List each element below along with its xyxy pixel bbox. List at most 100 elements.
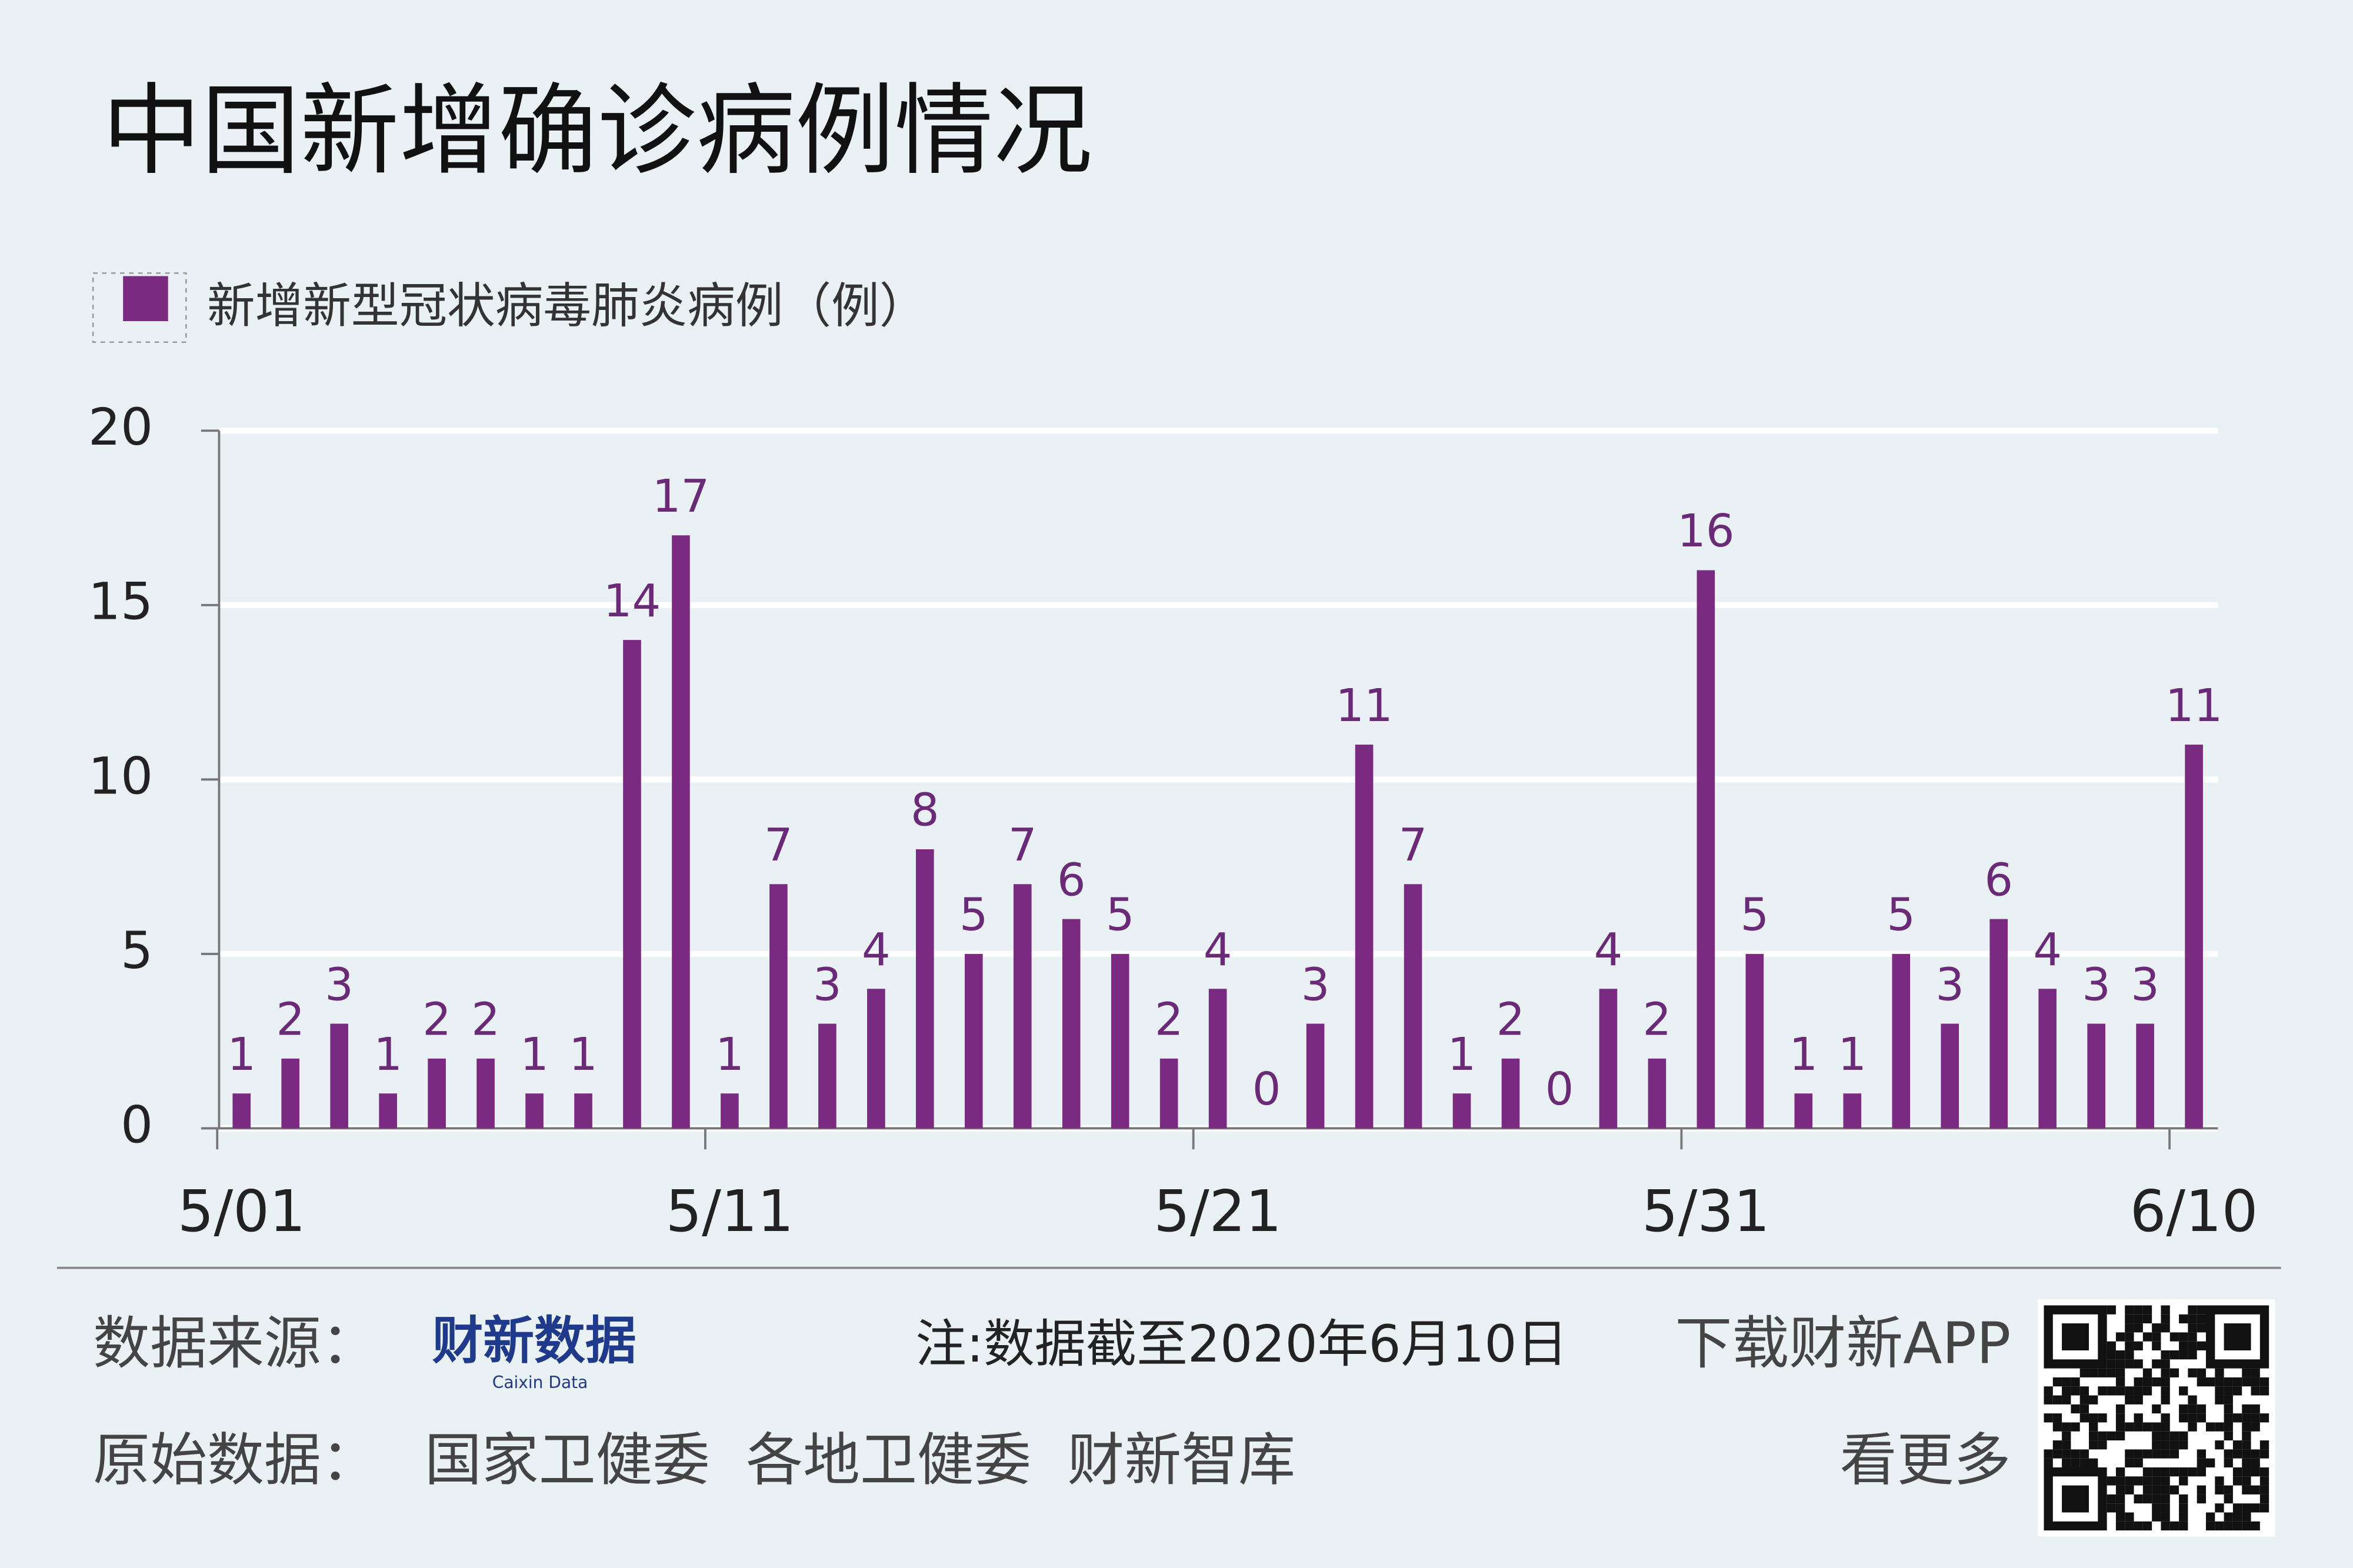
qr-cell (2232, 1386, 2242, 1396)
data-label: 1 (569, 1029, 598, 1081)
bar (818, 1023, 836, 1129)
qr-cell (2242, 1368, 2251, 1377)
bar (1989, 919, 2008, 1129)
bar (574, 1093, 592, 1129)
qr-cell (2169, 1431, 2179, 1441)
qr-cell (2242, 1413, 2251, 1423)
y-tick-label: 15 (88, 572, 153, 632)
qr-cell (2052, 1413, 2062, 1423)
qr-cell (2224, 1458, 2233, 1467)
qr-cell (2115, 1476, 2125, 1486)
qr-cell (2098, 1368, 2107, 1377)
qr-cell (2215, 1377, 2224, 1387)
x-tick-label: 6/10 (2130, 1178, 2258, 1245)
qr-cell (2142, 1332, 2152, 1342)
qr-cell (2044, 1413, 2053, 1423)
data-label: 5 (1887, 889, 1915, 942)
bar (1355, 745, 1374, 1129)
qr-cell (2152, 1323, 2161, 1333)
qr-finder-core (2062, 1485, 2089, 1513)
legend-label: 新增新型冠状病毒肺炎病例（例） (207, 278, 927, 334)
data-label: 6 (1057, 854, 1086, 906)
qr-cell (2115, 1503, 2125, 1513)
qr-cell (2161, 1521, 2170, 1531)
data-label: 8 (911, 785, 939, 837)
qr-cell (2125, 1359, 2134, 1369)
qr-cell (2052, 1377, 2062, 1387)
qr-cell (2188, 1314, 2197, 1324)
qr-cell (2197, 1314, 2206, 1324)
qr-cell (2098, 1431, 2107, 1441)
qr-cell (2188, 1341, 2197, 1351)
qr-cell (2242, 1404, 2251, 1414)
original-sources: 国家卫健委 各地卫健委 财新智库 (425, 1427, 1295, 1493)
qr-finder (2206, 1305, 2269, 1369)
qr-cell (2134, 1341, 2143, 1351)
qr-cell (2161, 1440, 2170, 1450)
data-label: 1 (374, 1029, 402, 1081)
data-label: 1 (1448, 1029, 1477, 1081)
qr-cell (2152, 1404, 2161, 1414)
data-label: 7 (1008, 819, 1037, 872)
bar (1599, 989, 1618, 1129)
qr-cell (2062, 1377, 2071, 1387)
more: 看更多 (1840, 1427, 2011, 1493)
qr-code (2038, 1299, 2275, 1537)
qr-cell (2224, 1404, 2233, 1414)
data-label: 3 (813, 959, 842, 1011)
qr-cell (2179, 1341, 2188, 1351)
bar (1306, 1023, 1325, 1129)
qr-cell (2169, 1350, 2179, 1360)
data-label: 3 (2082, 959, 2111, 1011)
data-label: 3 (1935, 959, 1964, 1011)
bar (1452, 1093, 1471, 1129)
qr-finder-core (2062, 1323, 2089, 1351)
qr-cell (2169, 1521, 2179, 1531)
qr-cell (2259, 1449, 2269, 1459)
source-logo-sub: Caixin Data (492, 1373, 588, 1392)
qr-cell (2259, 1503, 2269, 1513)
qr-cell (2161, 1305, 2170, 1315)
qr-cell (2179, 1494, 2188, 1504)
qr-cell (2125, 1521, 2134, 1531)
qr-cell (2161, 1350, 2170, 1360)
qr-cell (2089, 1395, 2098, 1404)
qr-cell (2251, 1503, 2260, 1513)
qr-cell (2251, 1377, 2260, 1387)
data-label: 7 (1399, 819, 1428, 872)
qr-cell (2259, 1377, 2269, 1387)
qr-cell (2142, 1305, 2152, 1315)
qr-cell (2134, 1323, 2143, 1333)
qr-cell (2152, 1485, 2161, 1494)
qr-cell (2232, 1377, 2242, 1387)
qr-cell (2251, 1368, 2260, 1377)
qr-cell (2242, 1422, 2251, 1432)
bar (1208, 989, 1227, 1129)
qr-cell (2224, 1512, 2233, 1522)
qr-cell (2079, 1395, 2089, 1404)
qr-cell (2098, 1386, 2107, 1396)
qr-cell (2232, 1467, 2242, 1477)
qr-cell (2251, 1521, 2260, 1531)
bar (428, 1058, 446, 1129)
data-label: 0 (1545, 1063, 1574, 1116)
bar (1794, 1093, 1813, 1129)
qr-cell (2107, 1341, 2116, 1351)
qr-cell (2152, 1512, 2161, 1522)
data-label: 5 (1106, 889, 1135, 942)
qr-cell (2152, 1332, 2161, 1342)
qr-cell (2188, 1305, 2197, 1315)
qr-cell (2188, 1332, 2197, 1342)
data-label: 6 (1984, 854, 2013, 906)
qr-cell (2125, 1305, 2134, 1315)
qr-cell (2197, 1494, 2206, 1504)
qr-cell (2115, 1386, 2125, 1396)
qr-cell (2142, 1368, 2152, 1377)
qr-cell (2107, 1305, 2116, 1315)
qr-cell (2062, 1449, 2071, 1459)
data-label: 5 (959, 889, 988, 942)
qr-cell (2134, 1449, 2143, 1459)
qr-cell (2259, 1440, 2269, 1450)
data-label: 2 (1155, 994, 1184, 1046)
qr-cell (2161, 1512, 2170, 1522)
